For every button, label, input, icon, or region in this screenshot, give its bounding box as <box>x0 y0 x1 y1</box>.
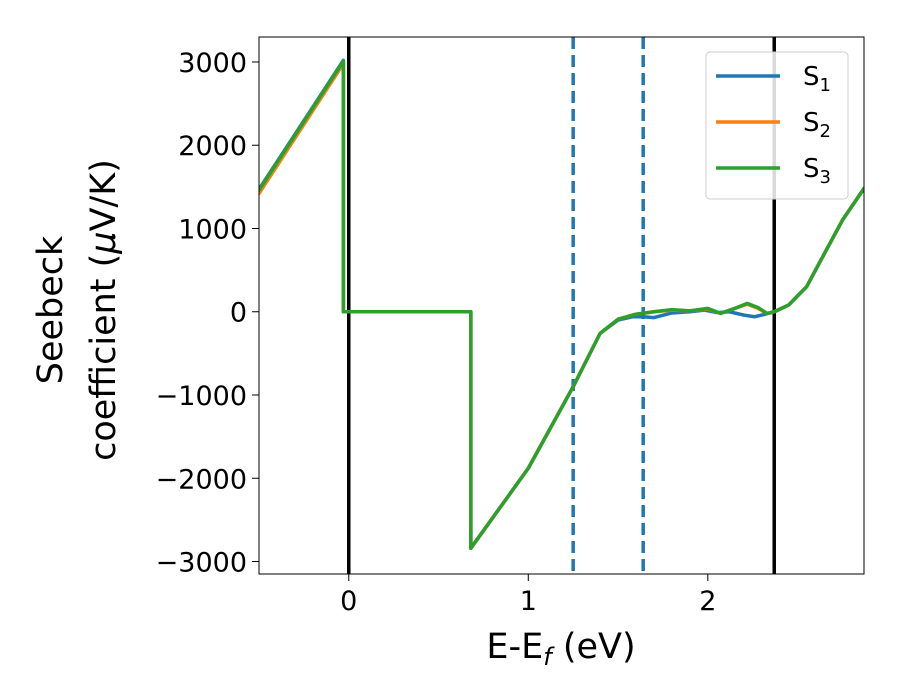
plot-frame <box>258 36 865 575</box>
y-axis-label-line1: Seebeck <box>31 235 71 384</box>
y-axis-label-line2: coefficient (μV/K) <box>84 159 124 461</box>
legend-box <box>705 51 849 200</box>
legend: S1 S2 S3 <box>705 51 849 200</box>
legend-label-1: S1 <box>803 62 831 96</box>
y-tick-label: 2000 <box>178 131 247 162</box>
y-tick-label: 0 <box>230 298 247 329</box>
y-tick-label: −1000 <box>156 381 247 412</box>
x-axis-label: E-Ef (eV) <box>486 627 635 671</box>
y-axis: 3000 2000 1000 0 −1000 −2000 −3000 <box>156 48 259 579</box>
legend-label-2: S2 <box>803 108 831 142</box>
y-tick-label: −3000 <box>156 548 247 579</box>
x-axis: 0 1 2 <box>340 574 716 617</box>
y-axis-label: Seebeck coefficient (μV/K) <box>31 159 124 461</box>
legend-label-3: S3 <box>803 154 831 188</box>
series-line-3 <box>259 59 864 550</box>
y-tick-label: 3000 <box>178 48 247 79</box>
series-group <box>259 58 864 550</box>
y-tick-label: 1000 <box>178 214 247 245</box>
x-tick-label: 2 <box>699 586 716 617</box>
x-tick-label: 0 <box>340 586 357 617</box>
y-tick-label: −2000 <box>156 464 247 495</box>
x-tick-label: 1 <box>520 586 537 617</box>
